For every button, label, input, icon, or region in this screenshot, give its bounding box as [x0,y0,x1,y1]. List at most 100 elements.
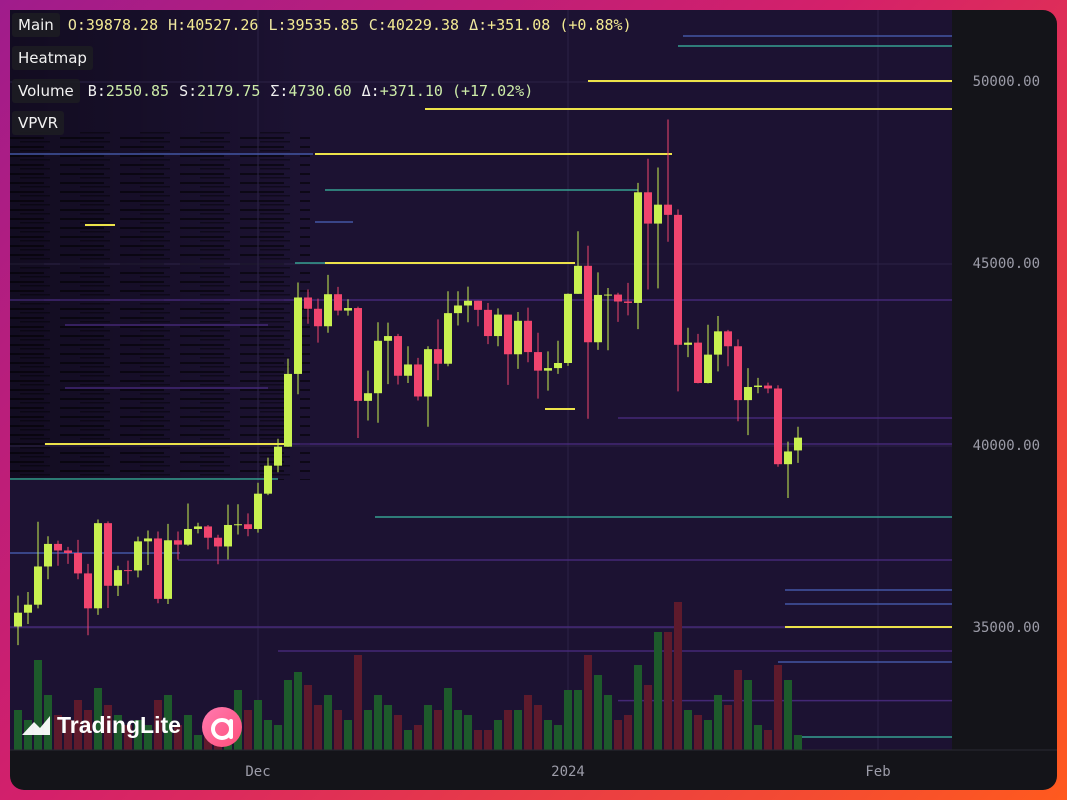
legend-key: Δ: [469,16,488,34]
volume-bar [484,730,492,750]
candle-body [64,550,72,554]
volume-bar [424,705,432,750]
volume-bar [674,602,682,750]
candle-body [664,204,672,215]
candle-body [354,308,362,401]
volume-bar [204,735,212,750]
volume-bar [354,655,362,750]
candle-body [264,465,272,494]
pane-tag[interactable]: Volume [12,79,80,103]
volume-bar [724,705,732,750]
pane-tag[interactable]: Heatmap [12,46,93,70]
volume-bar [614,720,622,750]
heatmap-streaks [10,130,310,480]
volume-bar [284,680,292,750]
volume-bar [324,695,332,750]
candle-body [484,309,492,337]
legend-key: Σ: [270,82,289,100]
volume-bar [664,632,672,750]
volume-bar [684,710,692,750]
pane-tag[interactable]: Main [12,13,60,37]
candle-body [684,342,692,345]
candle-body [574,265,582,294]
candle-body [244,524,252,529]
volume-bar [654,632,662,750]
legend-value: +371.10 (+17.02%) [379,82,534,100]
candle-body [314,308,322,327]
volume-bar [174,725,182,750]
candle-body [754,385,762,388]
candle-body [364,393,372,401]
watermark-text: TradingLite [57,712,181,738]
vpvr-legend: VPVR [12,110,72,136]
y-tick-label: 45000.00 [973,256,1040,272]
volume-bar [134,720,142,750]
volume-bar [694,715,702,750]
candle-body [294,297,302,374]
volume-bar [34,660,42,750]
candle-body [544,368,552,371]
candle-body [594,294,602,343]
candle-body [454,305,462,314]
logo-stem [229,719,233,739]
candle-body [784,451,792,465]
volume-bar [264,720,272,750]
volume-bar [444,688,452,750]
candle-body [254,493,262,529]
volume-bar [584,655,592,750]
candle-body [214,537,222,547]
pane-tag[interactable]: VPVR [12,111,64,135]
candle-body [304,297,312,309]
candle-body [44,543,52,567]
candle-body [374,340,382,394]
candle-body [54,543,62,551]
candle-body [124,570,132,572]
y-tick-label: 40000.00 [973,438,1040,454]
volume-bar [434,710,442,750]
volume-bar [294,672,302,750]
candle-body [284,373,292,447]
candle-body [104,523,112,586]
candle-body [14,612,22,627]
candle-body [634,192,642,303]
volume-bar [74,700,82,750]
candle-body [704,354,712,384]
candle-body [674,214,682,345]
volume-bar [454,710,462,750]
volume-legend: Volume B: 2550.85 S: 2179.75 Σ: 4730.60 Δ: +… [12,78,543,104]
legend-key: C: [368,16,387,34]
candle-body [194,526,202,529]
main-legend: Main O: 39878.28 H: 40527.26 L: 39535.85 C:… [12,12,642,38]
candle-body [404,364,412,376]
candle-body [504,314,512,355]
volume-bar [764,730,772,750]
candle-body [234,524,242,526]
volume-bar [604,695,612,750]
volume-bar [714,695,722,750]
candle-body [334,294,342,311]
volume-bar [474,730,482,750]
candle-body [174,540,182,545]
volume-bar [64,720,72,750]
volume-bar [564,690,572,750]
x-tick-label: Dec [245,764,270,780]
volume-bar [304,685,312,750]
volume-bar [624,715,632,750]
candle-body [714,331,722,355]
candle-body [624,301,632,303]
volume-bar [524,695,532,750]
volume-bar [644,685,652,750]
candle-body [474,300,482,310]
volume-bar [534,705,542,750]
legend-key: O: [67,16,86,34]
volume-bar [404,730,412,750]
volume-bar [54,715,62,750]
candle-body [584,265,592,343]
watermark-icon [22,716,50,735]
candle-body [34,566,42,605]
volume-bar [344,720,352,750]
volume-bar [574,690,582,750]
volume-bar [314,705,322,750]
legend-value: 2179.75 [197,82,261,100]
logo-circle [202,707,242,747]
